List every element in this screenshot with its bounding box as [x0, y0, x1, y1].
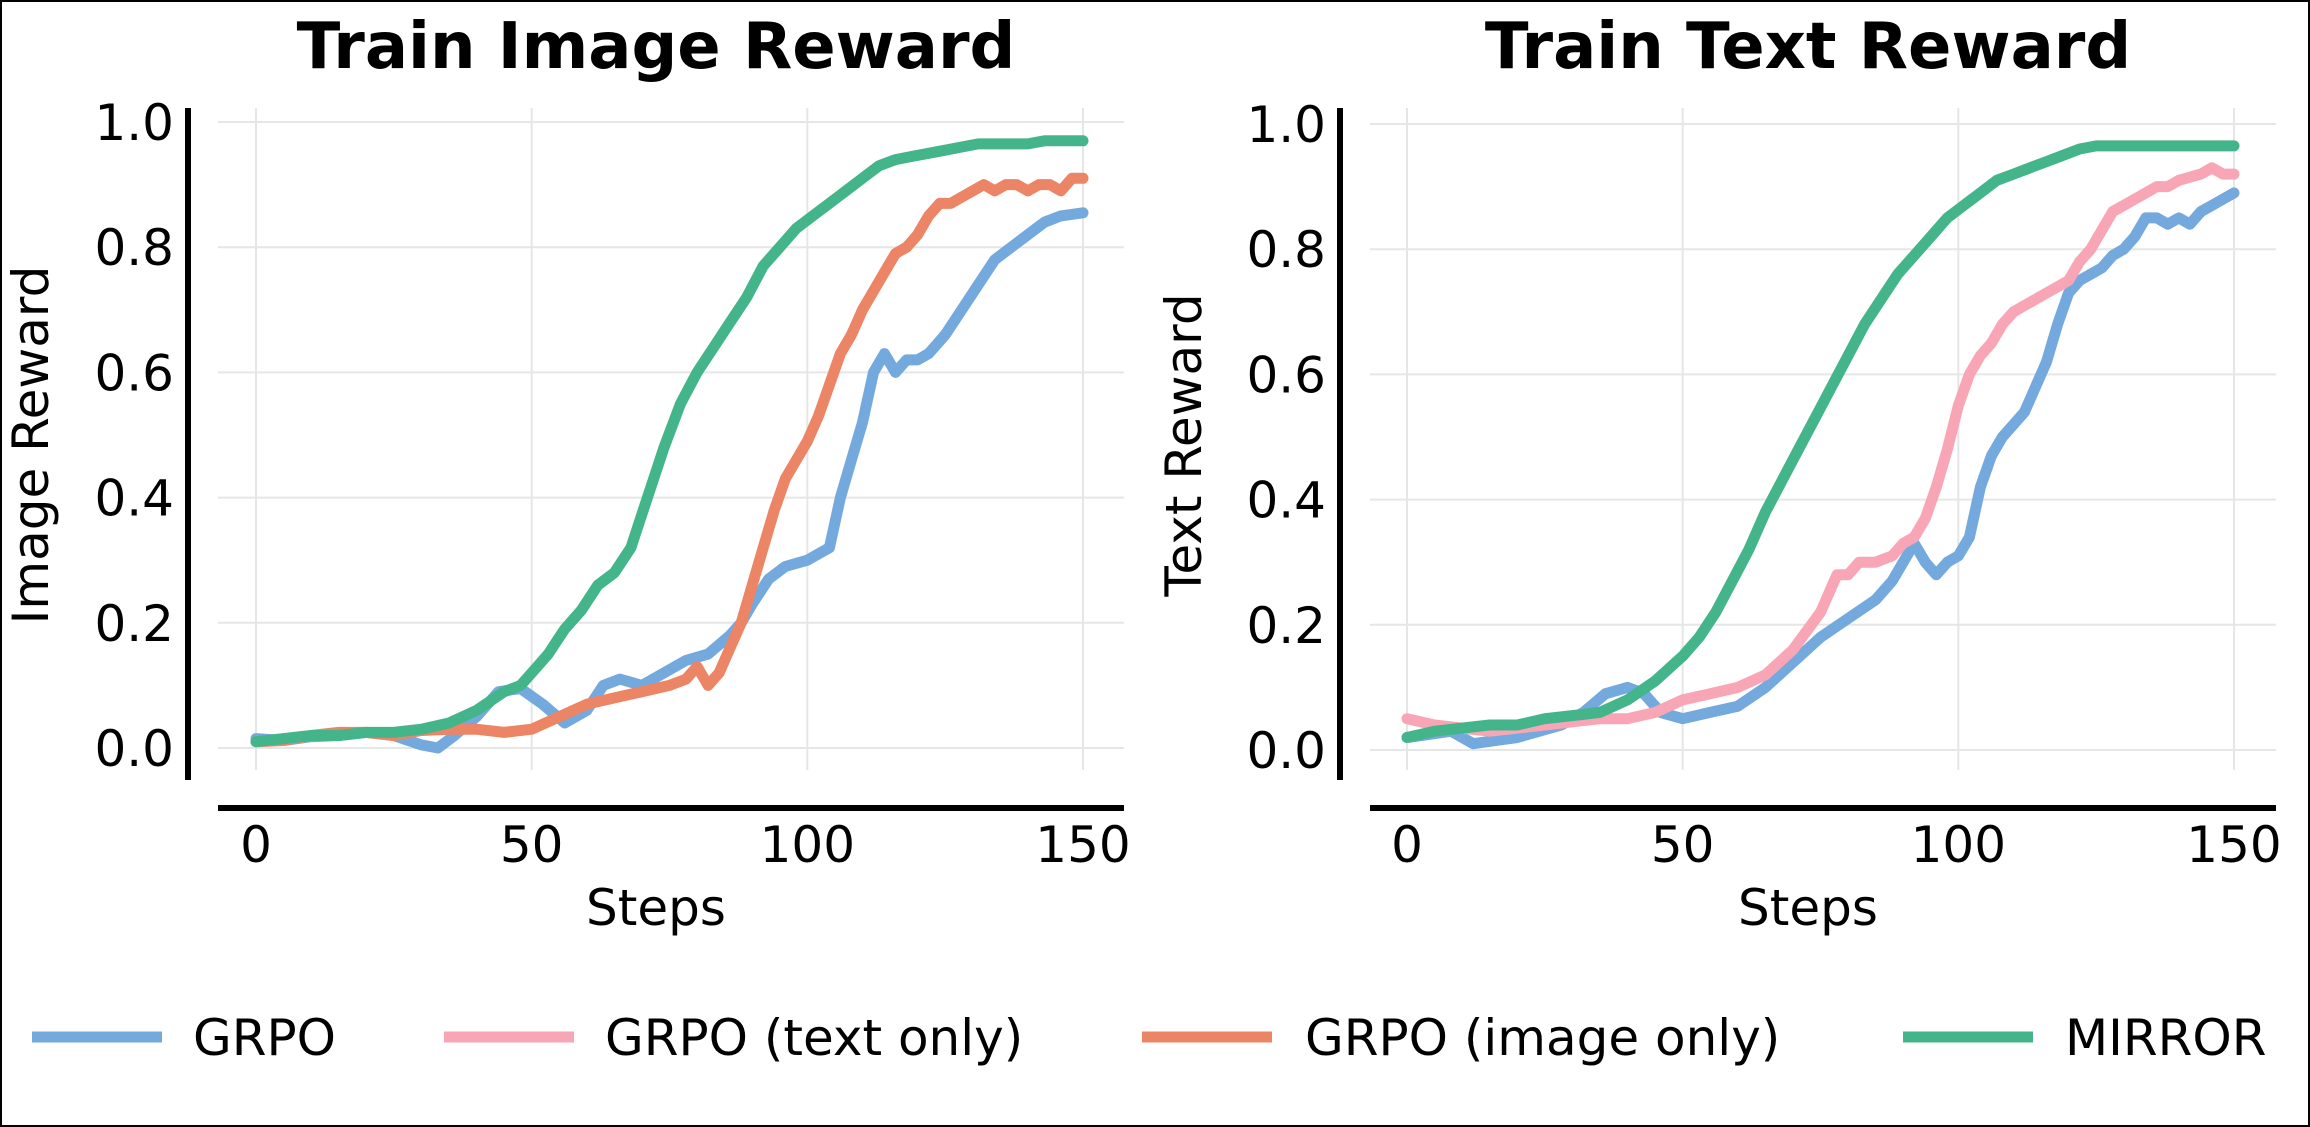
charts: 0.0 0.2 0.4 0.6 0.8 1.0 0 50 100 150 Train Image R… — [2, 10, 2282, 937]
image-series-grpo-image-only — [250, 172, 1089, 748]
text-x-axis-label: Steps — [1738, 879, 1878, 937]
text-series-mirror — [1401, 140, 2240, 743]
text-series-grpo-text-only — [1401, 162, 2240, 737]
legend: GRPO GRPO (text only) GRPO (image only) MIR… — [32, 1009, 2266, 1067]
legend-item-mirror: MIRROR — [1903, 1009, 2266, 1067]
legend-label: GRPO (text only) — [605, 1009, 1023, 1067]
image-y-tick-label: 0.6 — [94, 344, 174, 402]
legend-label: GRPO — [193, 1009, 336, 1067]
text-series-grpo — [1401, 187, 2240, 750]
text-y-tick-label: 0.2 — [1246, 597, 1326, 655]
legend-label: GRPO (image only) — [1305, 1009, 1780, 1067]
legend-item-grpo-image-only: GRPO (image only) — [1142, 1009, 1780, 1067]
text-x-tick-label: 50 — [1651, 816, 1715, 874]
text-y-tick-label: 0.4 — [1246, 472, 1326, 530]
image-chart-title: Train Image Reward — [297, 10, 1016, 84]
image-chart: 0.0 0.2 0.4 0.6 0.8 1.0 0 50 100 150 Train Image R… — [2, 10, 1131, 937]
text-x-tick-label: 150 — [2186, 816, 2281, 874]
text-y-tick-label: 0.0 — [1246, 722, 1326, 780]
image-y-tick-label: 0.4 — [94, 470, 174, 528]
image-y-tick-label: 0.8 — [94, 219, 174, 277]
image-y-axis-label: Image Reward — [2, 266, 60, 625]
text-y-tick-label: 0.6 — [1246, 346, 1326, 404]
image-y-tick-label: 0.2 — [94, 595, 174, 653]
legend-item-grpo: GRPO — [32, 1009, 336, 1067]
text-y-tick-label: 0.8 — [1246, 221, 1326, 279]
text-chart: 0.0 0.2 0.4 0.6 0.8 1.0 0 50 100 150 Train Text Re… — [1155, 10, 2282, 937]
image-x-axis-label: Steps — [586, 879, 726, 937]
legend-label: MIRROR — [2065, 1009, 2266, 1067]
image-series-mirror — [250, 135, 1089, 748]
image-y-tick-label: 1.0 — [94, 94, 174, 152]
image-x-tick-label: 50 — [500, 816, 564, 874]
legend-item-grpo-text-only: GRPO (text only) — [444, 1009, 1023, 1067]
text-y-axis-label: Text Reward — [1155, 293, 1213, 597]
text-x-tick-label: 100 — [1911, 816, 2006, 874]
image-y-tick-label: 0.0 — [94, 720, 174, 778]
text-chart-title: Train Text Reward — [1485, 10, 2131, 84]
image-x-tick-label: 0 — [240, 816, 272, 874]
text-y-tick-label: 1.0 — [1246, 96, 1326, 154]
image-x-tick-label: 100 — [760, 816, 855, 874]
text-x-tick-label: 0 — [1391, 816, 1423, 874]
image-x-tick-label: 150 — [1035, 816, 1130, 874]
